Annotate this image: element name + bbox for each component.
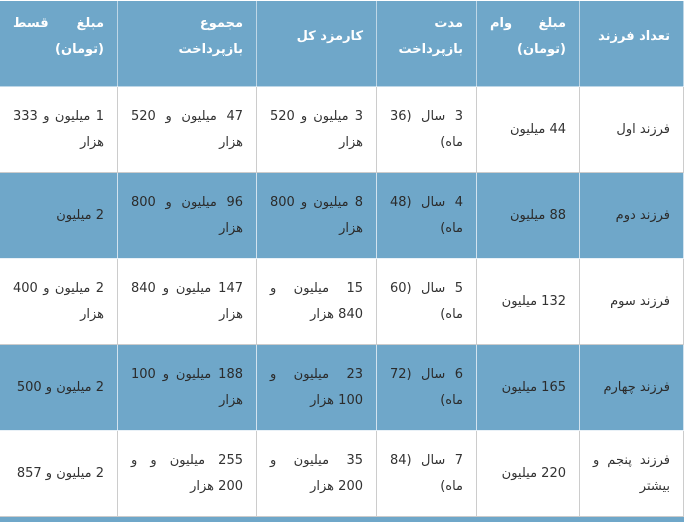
cell-installment-amount: 2 میلیون و 500: [0, 344, 118, 431]
cell-total-repayment: 96 میلیون و 800 هزار: [117, 172, 257, 259]
cell-total-fee: 3 میلیون و 520 هزار: [256, 86, 377, 173]
cell-total-fee: 15 میلیون و 840 هزار: [256, 258, 377, 345]
cell-repayment-duration: 6 سال (72 ماه): [376, 344, 477, 431]
cell-loan-amount: 132 میلیون: [476, 258, 580, 345]
cell-children-count: فرزند اول: [579, 86, 684, 173]
col-header-total-repayment: مجموع بازپرداخت: [117, 0, 257, 87]
col-header-total-fee: کارمزد کل: [256, 0, 377, 87]
table-row-fourth-child: فرزند چهارم 165 میلیون 6 سال (72 ماه) 23…: [0, 344, 684, 431]
cell-total-repayment: 47 میلیون و 520 هزار: [117, 86, 257, 173]
col-header-children-count: تعداد فرزند: [579, 0, 684, 87]
header-row: تعداد فرزند مبلغ وام (تومان) مدت بازپردا…: [0, 0, 684, 87]
cell-loan-amount: 220 میلیون: [476, 430, 580, 517]
partial-next-row: [0, 517, 684, 522]
cell-total-fee: 35 میلیون و 200 هزار: [256, 430, 377, 517]
cell-children-count: فرزند سوم: [579, 258, 684, 345]
cell-repayment-duration: 3 سال (36 ماه): [376, 86, 477, 173]
table-row-fifth-child-and-more: فرزند پنجم و بیشتر 220 میلیون 7 سال (84 …: [0, 430, 684, 517]
table-row-third-child: فرزند سوم 132 میلیون 5 سال (60 ماه) 15 م…: [0, 258, 684, 345]
cell-total-fee: 8 میلیون و 800 هزار: [256, 172, 377, 259]
cell-children-count: فرزند دوم: [579, 172, 684, 259]
cell-repayment-duration: 4 سال (48 ماه): [376, 172, 477, 259]
col-header-installment-amount: مبلغ قسط (تومان): [0, 0, 118, 87]
cell-loan-amount: 44 میلیون: [476, 86, 580, 173]
col-header-loan-amount: مبلغ وام (تومان): [476, 0, 580, 87]
cell-loan-amount: 165 میلیون: [476, 344, 580, 431]
cell-total-repayment: 255 میلیون و و 200 هزار: [117, 430, 257, 517]
cell-children-count: فرزند پنجم و بیشتر: [579, 430, 684, 517]
col-header-repayment-duration: مدت بازپرداخت: [376, 0, 477, 87]
cell-installment-amount: 2 میلیون: [0, 172, 118, 259]
cell-installment-amount: 2 میلیون و 857: [0, 430, 118, 517]
cell-total-repayment: 147 میلیون و 840 هزار: [117, 258, 257, 345]
table-row-first-child: فرزند اول 44 میلیون 3 سال (36 ماه) 3 میل…: [0, 86, 684, 173]
cell-children-count: فرزند چهارم: [579, 344, 684, 431]
table-row-second-child: فرزند دوم 88 میلیون 4 سال (48 ماه) 8 میل…: [0, 172, 684, 259]
cell-loan-amount: 88 میلیون: [476, 172, 580, 259]
cell-installment-amount: 1 میلیون و 333 هزار: [0, 86, 118, 173]
cell-repayment-duration: 5 سال (60 ماه): [376, 258, 477, 345]
cell-repayment-duration: 7 سال (84 ماه): [376, 430, 477, 517]
cell-total-repayment: 188 میلیون و 100 هزار: [117, 344, 257, 431]
cell-total-fee: 23 میلیون و 100 هزار: [256, 344, 377, 431]
cell-installment-amount: 2 میلیون و 400 هزار: [0, 258, 118, 345]
